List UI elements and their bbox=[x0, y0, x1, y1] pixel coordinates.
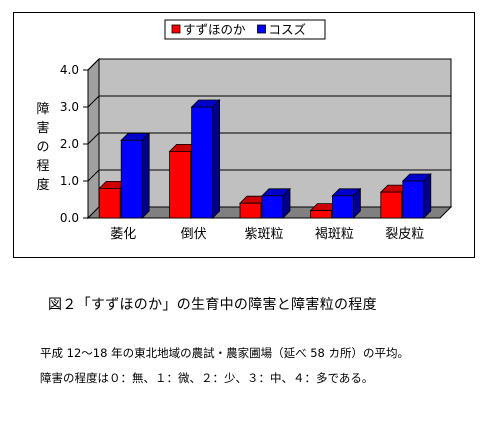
bar bbox=[239, 202, 262, 219]
bar bbox=[169, 150, 192, 219]
figure-caption: 図２「すずほのか」の生育中の障害と障害粒の程度 bbox=[48, 297, 377, 313]
y-axis-label: 障 bbox=[36, 102, 49, 117]
x-tick-label: 褐斑粒 bbox=[315, 227, 354, 242]
legend-swatch bbox=[171, 24, 181, 34]
figure-note: 障害の程度は０：無、１：微、２：少、３：中、４：多である。 bbox=[40, 371, 374, 385]
bar bbox=[380, 191, 403, 219]
x-tick-label: 萎化 bbox=[110, 227, 136, 242]
legend-swatch bbox=[257, 24, 266, 34]
y-tick-label: 3.0 bbox=[60, 100, 79, 114]
y-axis-label: 害 bbox=[36, 120, 49, 136]
y-axis-label: の bbox=[36, 140, 49, 155]
legend-label: コスズ bbox=[269, 22, 307, 37]
y-axis-label: 程 bbox=[36, 159, 49, 174]
bar bbox=[261, 195, 284, 219]
bar bbox=[120, 139, 143, 219]
bar-side bbox=[212, 99, 221, 219]
bar bbox=[331, 195, 354, 219]
gridline bbox=[87, 169, 100, 182]
legend-box bbox=[164, 19, 326, 40]
gridline bbox=[87, 95, 100, 108]
y-tick-label: 0.0 bbox=[60, 211, 79, 225]
y-axis-label: 度 bbox=[36, 177, 49, 193]
bar bbox=[402, 180, 425, 219]
gridline bbox=[87, 132, 100, 145]
bar-side bbox=[141, 132, 150, 219]
x-tick-label: 倒伏 bbox=[181, 227, 207, 242]
bar-side bbox=[423, 173, 432, 219]
bar bbox=[191, 106, 214, 219]
y-tick-label: 4.0 bbox=[60, 63, 79, 77]
y-tick-label: 2.0 bbox=[60, 137, 79, 151]
y-tick-label: 1.0 bbox=[60, 174, 79, 188]
x-tick-label: 裂皮粒 bbox=[385, 227, 424, 242]
bar bbox=[98, 187, 121, 219]
x-tick-label: 紫斑粒 bbox=[244, 227, 283, 242]
legend-label: すずほのか bbox=[183, 22, 246, 37]
gridline bbox=[87, 58, 100, 71]
figure-note: 平成 12～18 年の東北地域の農試・農家圃場（延べ 58 カ所）の平均。 bbox=[40, 346, 410, 360]
bar bbox=[309, 210, 332, 219]
